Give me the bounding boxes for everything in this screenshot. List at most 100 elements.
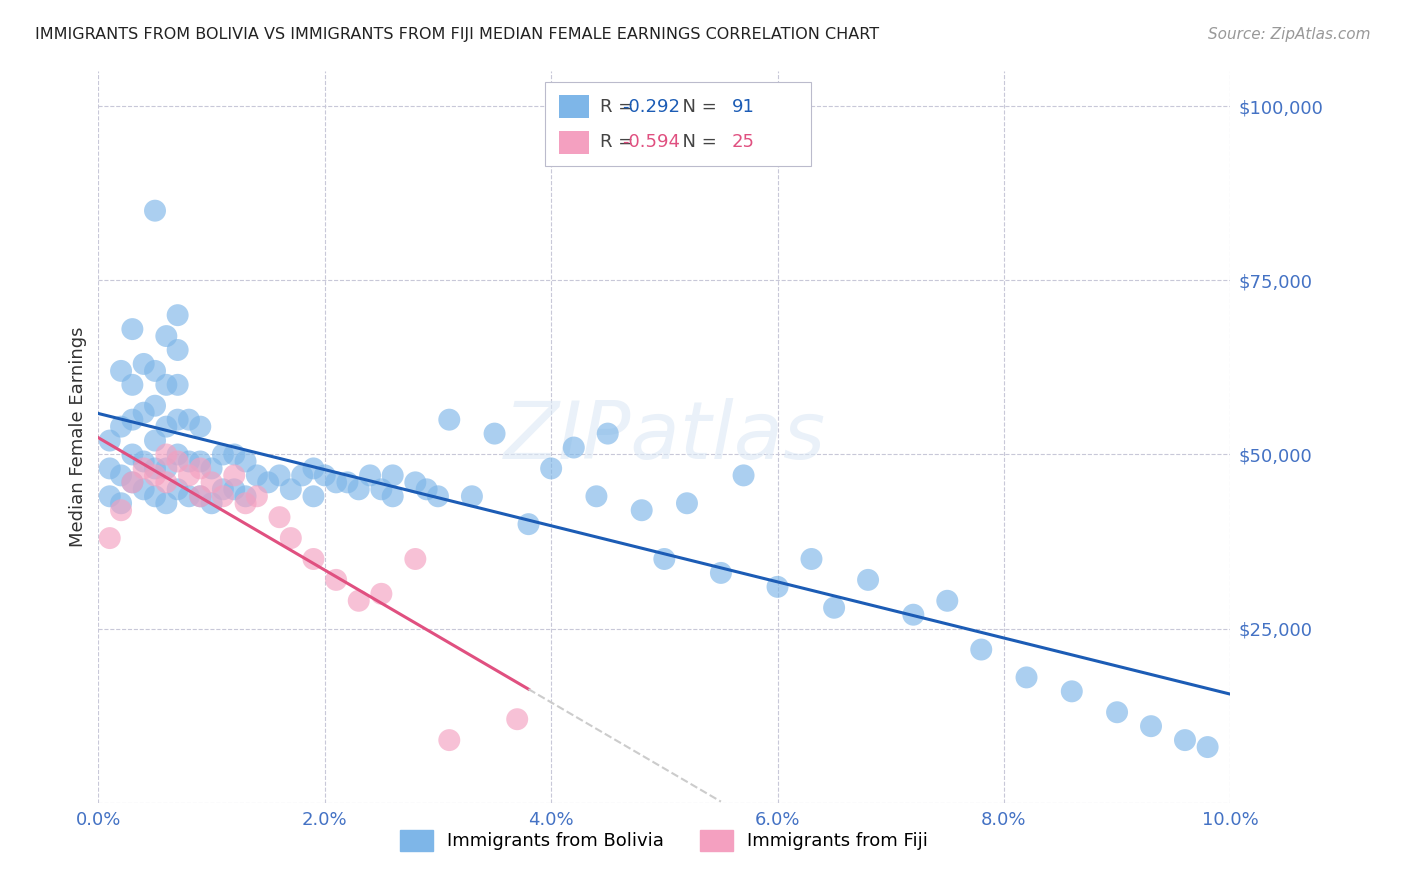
Point — [143, 489, 166, 503]
Point — [132, 483, 155, 497]
Point — [188, 489, 211, 503]
Text: 25: 25 — [733, 133, 755, 151]
Point — [1107, 705, 1129, 719]
Point — [110, 503, 132, 517]
Point — [188, 419, 211, 434]
Point — [212, 489, 235, 503]
Point — [121, 475, 143, 490]
Point — [246, 489, 269, 503]
Text: N =: N = — [671, 98, 723, 116]
Point — [903, 607, 925, 622]
Point — [166, 448, 188, 462]
Text: R =: R = — [599, 133, 638, 151]
Point — [347, 483, 370, 497]
Legend: Immigrants from Bolivia, Immigrants from Fiji: Immigrants from Bolivia, Immigrants from… — [391, 821, 938, 860]
Point — [370, 587, 392, 601]
Point — [212, 448, 235, 462]
Text: Source: ZipAtlas.com: Source: ZipAtlas.com — [1208, 27, 1371, 42]
FancyBboxPatch shape — [558, 95, 589, 119]
Point — [404, 552, 426, 566]
Point — [177, 468, 200, 483]
Point — [461, 489, 484, 503]
Point — [121, 412, 143, 426]
FancyBboxPatch shape — [546, 82, 811, 167]
Point — [188, 454, 211, 468]
Point — [280, 483, 302, 497]
Point — [439, 412, 461, 426]
Point — [212, 483, 235, 497]
Point — [439, 733, 461, 747]
Point — [291, 468, 314, 483]
Point — [246, 468, 269, 483]
Point — [132, 461, 155, 475]
Point — [224, 483, 246, 497]
Point — [143, 461, 166, 475]
Point — [517, 517, 540, 532]
Point — [143, 364, 166, 378]
Point — [766, 580, 789, 594]
Point — [823, 600, 845, 615]
Point — [381, 489, 404, 503]
Point — [800, 552, 823, 566]
Text: N =: N = — [671, 133, 723, 151]
Point — [188, 489, 211, 503]
Point — [155, 475, 177, 490]
Point — [302, 552, 325, 566]
Point — [235, 489, 257, 503]
FancyBboxPatch shape — [558, 130, 589, 153]
Point — [269, 510, 291, 524]
Point — [506, 712, 529, 726]
Point — [177, 489, 200, 503]
Point — [710, 566, 733, 580]
Point — [166, 412, 188, 426]
Point — [201, 496, 224, 510]
Point — [224, 448, 246, 462]
Point — [1197, 740, 1219, 755]
Text: IMMIGRANTS FROM BOLIVIA VS IMMIGRANTS FROM FIJI MEDIAN FEMALE EARNINGS CORRELATI: IMMIGRANTS FROM BOLIVIA VS IMMIGRANTS FR… — [35, 27, 879, 42]
Point — [370, 483, 392, 497]
Point — [155, 419, 177, 434]
Point — [676, 496, 699, 510]
Point — [98, 489, 121, 503]
Point — [166, 308, 188, 322]
Point — [359, 468, 381, 483]
Point — [336, 475, 359, 490]
Point — [121, 475, 143, 490]
Point — [188, 461, 211, 475]
Point — [166, 343, 188, 357]
Point — [257, 475, 280, 490]
Point — [110, 364, 132, 378]
Point — [143, 399, 166, 413]
Text: -0.292: -0.292 — [623, 98, 681, 116]
Point — [733, 468, 755, 483]
Point — [856, 573, 879, 587]
Point — [98, 531, 121, 545]
Point — [110, 496, 132, 510]
Point — [1174, 733, 1197, 747]
Text: -0.594: -0.594 — [623, 133, 681, 151]
Point — [235, 454, 257, 468]
Point — [1015, 670, 1038, 684]
Point — [166, 483, 188, 497]
Point — [98, 434, 121, 448]
Point — [121, 377, 143, 392]
Text: 91: 91 — [733, 98, 755, 116]
Point — [484, 426, 506, 441]
Point — [302, 489, 325, 503]
Point — [155, 448, 177, 462]
Y-axis label: Median Female Earnings: Median Female Earnings — [69, 326, 87, 548]
Point — [132, 357, 155, 371]
Text: ZIPatlas: ZIPatlas — [503, 398, 825, 476]
Point — [143, 468, 166, 483]
Point — [427, 489, 450, 503]
Point — [177, 454, 200, 468]
Point — [132, 454, 155, 468]
Point — [121, 448, 143, 462]
Point — [110, 419, 132, 434]
Point — [155, 329, 177, 343]
Point — [325, 475, 347, 490]
Point — [201, 475, 224, 490]
Point — [235, 496, 257, 510]
Point — [415, 483, 437, 497]
Point — [143, 434, 166, 448]
